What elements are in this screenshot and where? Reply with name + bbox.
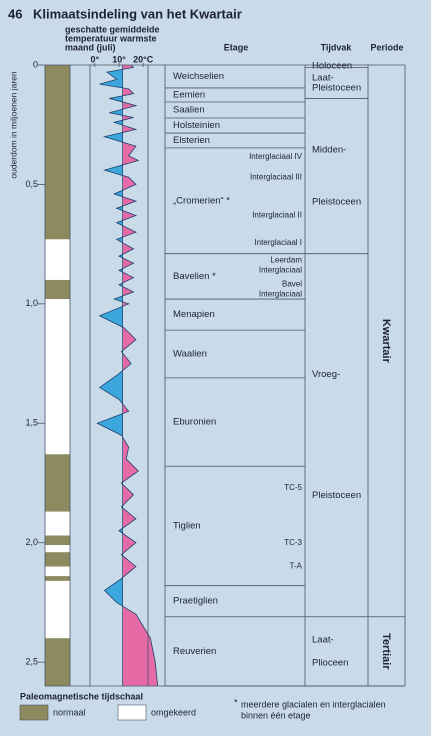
legend-label: omgekeerd — [151, 707, 196, 717]
warm-area — [122, 65, 158, 686]
cold-area — [97, 65, 123, 686]
epoch-label: Laat- — [312, 634, 334, 645]
substage-label: Bavel — [282, 280, 302, 289]
substage-label: Interglaciaal II — [252, 211, 302, 220]
temperature-curve — [96, 64, 159, 687]
polarity-interval — [45, 576, 70, 581]
temperature-label: temperatuur warmste — [65, 33, 157, 43]
y-axis-label: ouderdom in miljoenen jaren — [8, 71, 18, 179]
figure-number: 46 — [8, 6, 22, 21]
footnote: meerdere glacialen en interglacialen — [241, 699, 386, 709]
stage-label: Menapien — [173, 309, 215, 320]
period-header: Periode — [370, 42, 403, 52]
substage-label: TC-3 — [284, 538, 302, 547]
substage-label: Interglaciaal I — [254, 238, 302, 247]
polarity-interval — [45, 638, 70, 686]
temperature-label: maand (juli) — [65, 42, 116, 52]
epoch-label: Vroeg- — [312, 369, 340, 380]
footnote-mark: * — [234, 697, 238, 707]
substage-label: Leerdam — [270, 256, 302, 265]
polarity-interval — [45, 545, 70, 553]
legend-label: normaal — [53, 707, 86, 717]
epoch-label: Laat- — [312, 72, 334, 83]
stage-header: Etage — [224, 42, 249, 52]
polarity-interval — [45, 299, 70, 455]
epoch-label: Pleistoceen — [312, 196, 361, 207]
epoch-label: Pleistoceen — [312, 490, 361, 501]
epoch-label: Holoceen — [312, 61, 352, 72]
y-tick-label: 2,5 — [25, 656, 38, 666]
chart-title: Klimaatsindeling van het Kwartair — [33, 6, 242, 21]
footnote: binnen één etage — [241, 710, 311, 720]
x-tick-label: 0° — [91, 54, 100, 64]
stage-label: Bavelien * — [173, 271, 216, 282]
polarity-interval — [45, 454, 70, 512]
y-tick-label: 1,5 — [25, 418, 38, 428]
y-tick-label: 0 — [33, 59, 38, 69]
period-label: Tertiair — [380, 633, 392, 670]
temperature-label: geschatte gemiddelde — [65, 24, 160, 34]
y-tick-label: 2,0 — [25, 537, 38, 547]
substage-label: Interglaciaal — [259, 290, 302, 299]
substage-label: TC-5 — [284, 483, 302, 492]
y-tick-label: 1,0 — [25, 298, 38, 308]
stage-label: Elsterien — [173, 135, 210, 146]
stage-label: Eemien — [173, 89, 205, 100]
period-label: Kwartair — [380, 319, 392, 364]
stage-label: Saalien — [173, 105, 205, 116]
polarity-interval — [45, 511, 70, 536]
y-tick-label: 0,5 — [25, 179, 38, 189]
epoch-label: Plioceen — [312, 657, 348, 668]
stage-label: „Cromerien“ * — [173, 195, 230, 206]
substage-label: Interglaciaal III — [250, 172, 302, 181]
substage-label: T-A — [290, 562, 303, 571]
substage-label: Interglaciaal — [259, 266, 302, 275]
polarity-interval — [45, 279, 70, 300]
stage-label: Praetiglien — [173, 596, 218, 607]
polarity-interval — [45, 552, 70, 567]
stage-label: Eburonien — [173, 417, 216, 428]
epoch-header: Tijdvak — [321, 42, 353, 52]
stage-label: Waalien — [173, 349, 207, 360]
epoch-label: Pleistoceen — [312, 83, 361, 94]
polarity-interval — [45, 580, 70, 639]
stage-label: Reuverien — [173, 646, 216, 657]
polarity-interval — [45, 566, 70, 577]
stage-label: Weichselien — [173, 71, 224, 82]
stage-label: Holsteinien — [173, 120, 220, 131]
polarity-interval — [45, 239, 70, 280]
legend-swatch — [117, 704, 147, 721]
legend-swatch — [19, 704, 49, 721]
x-tick-label: 10° — [112, 54, 126, 64]
polarity-interval — [45, 535, 70, 546]
legend-title: Paleomagnetische tijdschaal — [20, 691, 143, 701]
stage-label: Tiglien — [173, 520, 201, 531]
polarity-interval — [45, 65, 70, 240]
epoch-label: Midden- — [312, 145, 346, 156]
substage-label: Interglaciaal IV — [249, 152, 303, 161]
x-tick-label: 20°C — [133, 54, 154, 64]
